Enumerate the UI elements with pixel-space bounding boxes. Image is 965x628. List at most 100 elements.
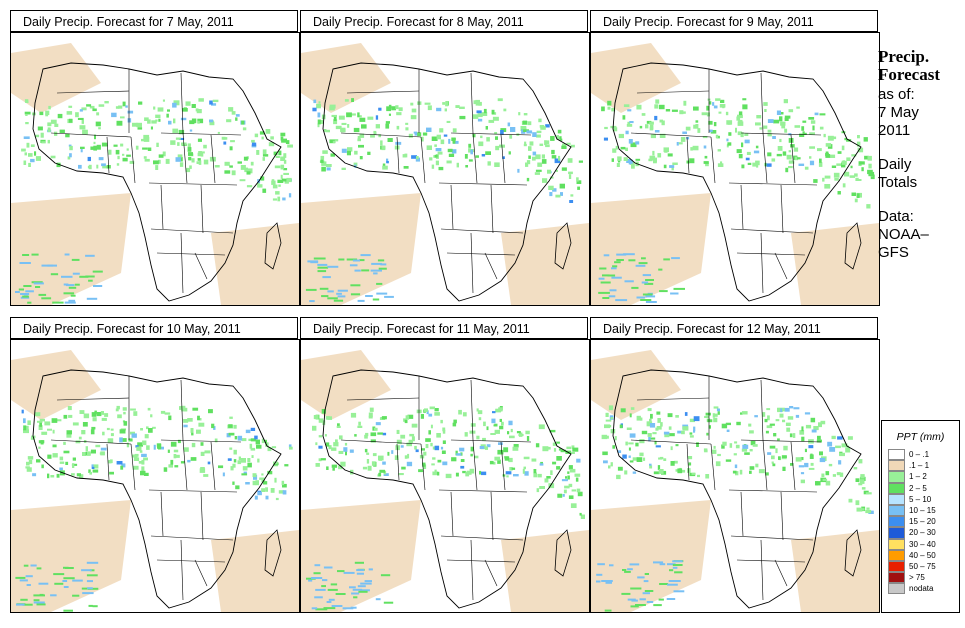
rain-cell: [81, 107, 87, 111]
rain-cell: [214, 165, 220, 168]
country-border: [762, 132, 768, 184]
rain-cell: [271, 180, 276, 185]
rain-cell: [89, 569, 95, 572]
rain-cell: [91, 412, 97, 417]
rain-cell: [318, 445, 323, 449]
rain-cell: [47, 473, 50, 479]
rain-cell: [533, 469, 537, 474]
rain-cell: [476, 408, 479, 412]
rain-cell: [622, 569, 627, 571]
rain-cell: [396, 112, 402, 116]
rain-cell: [85, 254, 95, 257]
rain-cell: [644, 282, 654, 285]
rain-cell: [660, 422, 663, 427]
rain-cell: [365, 432, 369, 437]
legend-label: 20 – 30: [909, 528, 936, 538]
rain-cell: [617, 466, 623, 471]
rain-cell: [831, 165, 837, 168]
rain-cell: [86, 574, 98, 577]
dry-zone: [11, 350, 101, 420]
rain-cell: [359, 117, 366, 122]
rain-cell: [118, 105, 123, 109]
rain-cell: [746, 151, 751, 155]
legend-label: 50 – 75: [909, 561, 936, 571]
rain-cell: [35, 156, 41, 161]
rain-cell: [715, 134, 719, 139]
rain-cell: [599, 267, 607, 270]
rain-cell: [645, 279, 654, 281]
rain-cell: [410, 102, 414, 106]
dry-zone: [301, 500, 421, 612]
rain-cell: [283, 153, 287, 158]
rain-cell: [257, 183, 260, 188]
rain-cell: [544, 140, 547, 146]
rain-cell: [767, 415, 770, 421]
rain-cell: [859, 476, 866, 481]
rain-cell: [327, 588, 338, 591]
rain-cell: [782, 466, 786, 471]
rain-cell: [525, 162, 529, 167]
rain-cell: [562, 494, 565, 497]
country-border: [150, 535, 234, 541]
rain-cell: [442, 102, 445, 105]
rain-cell: [475, 99, 480, 103]
rain-cell: [139, 450, 143, 453]
rain-cell: [426, 410, 429, 415]
rain-cell: [510, 127, 516, 132]
rain-cell: [858, 459, 863, 464]
rain-cell: [669, 569, 674, 572]
rain-cell: [576, 488, 581, 493]
rain-cell: [736, 421, 741, 426]
legend-item: 40 – 50: [888, 549, 936, 561]
legend-swatch: [888, 572, 905, 584]
rain-cell: [702, 136, 708, 139]
rain-cell: [850, 165, 853, 169]
rain-cell: [349, 586, 356, 589]
rain-cell: [33, 282, 44, 285]
rain-cell: [367, 465, 372, 471]
rain-cell: [642, 293, 653, 296]
rain-cell: [228, 432, 235, 436]
rain-cell: [431, 463, 435, 466]
country-border: [630, 439, 712, 445]
rain-cell: [710, 130, 717, 134]
rain-cell: [183, 419, 189, 423]
rain-cell: [639, 598, 646, 601]
rain-cell: [81, 569, 92, 572]
rain-cell: [462, 470, 466, 474]
rain-cell: [175, 137, 181, 140]
rain-cell: [524, 141, 527, 145]
rain-cell: [853, 467, 858, 470]
legend-label: > 75: [909, 573, 925, 583]
rain-cell: [391, 450, 394, 454]
rain-cell: [500, 130, 504, 135]
rain-cell: [649, 423, 656, 428]
madagascar: [264, 222, 282, 270]
rain-cell: [229, 416, 233, 419]
rain-cell: [842, 183, 846, 188]
rain-cell: [854, 198, 858, 203]
rain-cell: [367, 151, 371, 155]
rain-cell: [257, 458, 260, 463]
rain-cell: [650, 413, 653, 419]
rain-cell: [704, 415, 709, 418]
rain-cell: [559, 138, 563, 141]
precip-map: [590, 339, 880, 613]
legend-item: 0 – .1: [888, 449, 936, 461]
rain-cell: [726, 144, 729, 148]
rain-cell: [671, 109, 678, 112]
rain-cell: [93, 145, 97, 151]
rain-cell: [508, 457, 513, 463]
country-border: [210, 134, 216, 184]
rain-cell: [469, 468, 475, 474]
rain-cell: [372, 453, 377, 457]
rain-cell: [432, 457, 436, 460]
rain-cell: [607, 100, 612, 106]
rain-cell: [822, 177, 825, 182]
rain-cell: [82, 592, 94, 595]
rain-cell: [63, 586, 69, 588]
rain-cell: [622, 115, 626, 120]
rain-cell: [30, 437, 35, 440]
rain-cell: [598, 277, 605, 280]
